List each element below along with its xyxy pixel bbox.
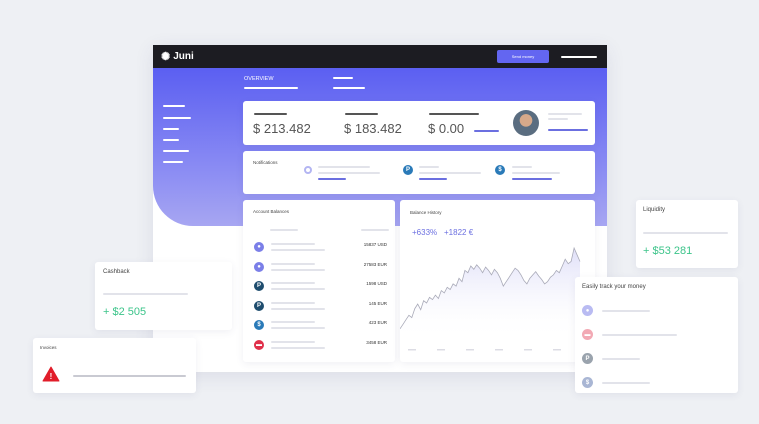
logo[interactable]: ✺ Juni bbox=[161, 51, 194, 63]
amount-change: +1822 € bbox=[444, 228, 474, 237]
notifications-title: Notifications bbox=[253, 160, 278, 165]
x-tick-label bbox=[553, 349, 561, 351]
account-row[interactable]: P 1598 USD bbox=[243, 279, 395, 293]
account-balances-title: Account Balances bbox=[253, 209, 290, 214]
account-row[interactable]: $ 423 EUR bbox=[243, 318, 395, 332]
account-row[interactable]: ▬ 3458 EUR bbox=[243, 338, 395, 352]
x-tick-label bbox=[466, 349, 474, 351]
account-row[interactable]: P 145 EUR bbox=[243, 299, 395, 313]
track-row[interactable]: P bbox=[575, 352, 738, 364]
liquidity-title: Liquidity bbox=[643, 207, 666, 213]
available-balance: $ 183.482 bbox=[344, 121, 402, 136]
account-row[interactable]: ● 27583 EUR bbox=[243, 260, 395, 274]
account-amount: 15837 USD bbox=[363, 242, 387, 247]
paypal-icon: P bbox=[254, 281, 264, 291]
user-menu[interactable] bbox=[561, 56, 597, 58]
account-balances-card: Account Balances ● 15837 USD ● 27583 EUR… bbox=[243, 200, 395, 362]
sidebar-item[interactable] bbox=[163, 117, 191, 119]
account-amount: 1598 USD bbox=[366, 281, 387, 286]
x-tick-label bbox=[524, 349, 532, 351]
chart-line bbox=[400, 246, 581, 330]
cashback-card: Cashback + $2 505 bbox=[95, 262, 232, 330]
balance-history-title: Balance History bbox=[410, 210, 442, 215]
sidebar-item[interactable] bbox=[163, 150, 189, 152]
liquidity-value: + $53 281 bbox=[643, 245, 693, 257]
tab-2[interactable] bbox=[333, 77, 353, 79]
track-row[interactable]: ● bbox=[575, 304, 738, 316]
account-row[interactable]: ● 15837 USD bbox=[243, 240, 395, 254]
liquidity-card: Liquidity + $53 281 bbox=[636, 200, 738, 268]
send-money-button[interactable]: Send money bbox=[497, 50, 549, 63]
sidebar-item[interactable] bbox=[163, 128, 179, 130]
x-tick-label bbox=[408, 349, 416, 351]
paypal-icon: P bbox=[582, 353, 593, 364]
card-icon: ▬ bbox=[254, 339, 264, 350]
warning-icon: ! bbox=[42, 366, 60, 382]
cashback-value: + $2 505 bbox=[103, 306, 147, 318]
avatar[interactable] bbox=[513, 110, 539, 136]
total-balance: $ 213.482 bbox=[253, 121, 311, 136]
coin-icon: ● bbox=[582, 305, 593, 316]
coin-icon: ● bbox=[254, 242, 264, 252]
dollar-icon: $ bbox=[254, 320, 264, 330]
track-row[interactable]: ▬ bbox=[575, 328, 738, 340]
sidebar-item[interactable] bbox=[163, 139, 179, 141]
hero-gradient bbox=[153, 68, 607, 226]
x-tick-label bbox=[437, 349, 445, 351]
paypal-icon: P bbox=[254, 300, 264, 311]
x-tick-label bbox=[495, 349, 503, 351]
tab-overview[interactable]: OVERVIEW bbox=[244, 76, 274, 82]
account-amount: 27583 EUR bbox=[363, 261, 387, 267]
notifications-card: Notifications P $ bbox=[243, 151, 595, 194]
invoices-card: Invoices ! bbox=[33, 338, 196, 393]
invoices-title: Invoices bbox=[40, 345, 57, 350]
track-row[interactable]: $ bbox=[575, 376, 738, 388]
account-amount: 423 EUR bbox=[368, 320, 387, 325]
dollar-icon: $ bbox=[495, 165, 505, 175]
percent-change: +633% bbox=[412, 228, 438, 237]
pending-balance: $ 0.00 bbox=[428, 121, 465, 136]
paypal-icon: P bbox=[403, 165, 413, 175]
cashback-title: Cashback bbox=[103, 269, 130, 275]
tab-overview-underline bbox=[244, 87, 298, 89]
track-money-card: Easily track your money ● ▬ P $ bbox=[575, 277, 738, 393]
svg-text:!: ! bbox=[50, 372, 53, 381]
card-icon: ▬ bbox=[582, 329, 593, 340]
account-amount: 3458 EUR bbox=[366, 339, 387, 345]
sidebar-item[interactable] bbox=[163, 161, 183, 163]
sidebar-item[interactable] bbox=[163, 105, 185, 107]
logo-gear-icon: ✺ bbox=[161, 51, 171, 63]
dollar-icon: $ bbox=[582, 377, 593, 388]
coin-icon: ● bbox=[254, 261, 264, 272]
summary-card: $ 213.482 $ 183.482 $ 0.00 bbox=[243, 101, 595, 145]
account-amount: 145 EUR bbox=[368, 300, 387, 306]
coin-icon bbox=[304, 166, 312, 174]
chart-area bbox=[400, 248, 580, 340]
top-bar: ✺ Juni Send money bbox=[153, 45, 607, 68]
balance-history-chart bbox=[400, 246, 581, 351]
track-money-title: Easily track your money bbox=[582, 284, 646, 290]
